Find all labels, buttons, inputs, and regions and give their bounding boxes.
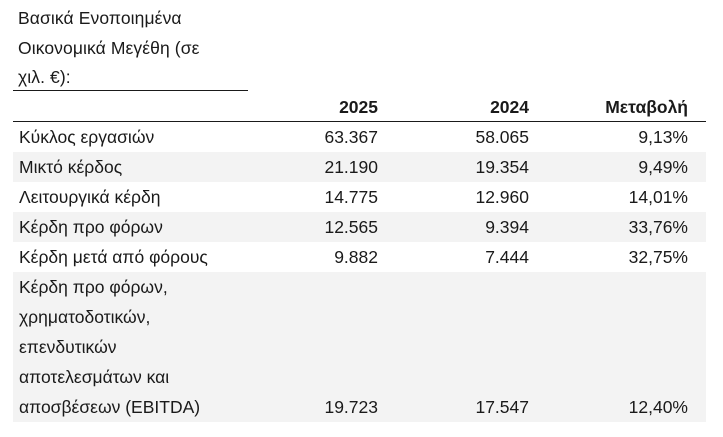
table-row-ebitda: Κέρδη προ φόρων, χρηματοδοτικών, επενδυτ… <box>13 272 706 422</box>
table-title-line: Οικονομικά Μεγέθη (σε <box>18 37 200 58</box>
header-label <box>13 94 250 122</box>
value-change: 9,49% <box>547 152 706 182</box>
value-change: 33,76% <box>547 212 706 242</box>
value-2025: 12.565 <box>250 212 396 242</box>
row-label-line: αποσβέσεων (EBITDA) <box>19 397 201 417</box>
value-change: 14,01% <box>628 187 688 207</box>
row-label: Κέρδη προ φόρων <box>13 212 250 242</box>
title-divider <box>13 90 248 91</box>
row-label-line: Κέρδη προ φόρων, <box>19 277 168 297</box>
row-label: Μικτό κέρδος <box>13 152 250 182</box>
table-title: Βασικά Ενοποιημένα Οικονομικά Μεγέθη (σε… <box>18 4 250 93</box>
value-change: 32,75% <box>628 247 688 267</box>
row-label-line: επενδυτικών <box>19 337 117 357</box>
value-change: 12,40% <box>547 272 706 422</box>
table-header-row: 2025 2024 Μεταβολή <box>13 94 706 122</box>
value-2025: 19.723 <box>250 272 396 422</box>
header-change: Μεταβολή <box>605 97 688 117</box>
financial-figures-table: 2025 2024 Μεταβολή Κύκλος εργασιών 63.36… <box>13 94 706 422</box>
value-change: 9,13% <box>638 127 688 147</box>
table-title-line: χιλ. €): <box>18 67 71 87</box>
table-row: Κέρδη προ φόρων 12.565 9.394 33,76% <box>13 212 706 242</box>
table-row: Κύκλος εργασιών 63.367 58.065 9,13% <box>13 122 706 153</box>
row-label: Κέρδη μετά από φόρους <box>19 247 208 267</box>
value-2025: 63.367 <box>324 127 378 147</box>
table-title-line: Βασικά Ενοποιημένα <box>18 8 182 28</box>
value-2024: 19.354 <box>396 152 547 182</box>
value-2024: 7.444 <box>485 247 529 267</box>
value-2025: 21.190 <box>250 152 396 182</box>
row-label-line: αποτελεσμάτων και <box>19 367 170 387</box>
table-row: Κέρδη μετά από φόρους 9.882 7.444 32,75% <box>13 242 706 272</box>
header-year-2024: 2024 <box>490 97 529 117</box>
value-2025: 14.775 <box>324 187 378 207</box>
table-row: Λειτουργικά κέρδη 14.775 12.960 14,01% <box>13 182 706 212</box>
table-row: Μικτό κέρδος 21.190 19.354 9,49% <box>13 152 706 182</box>
value-2025: 9.882 <box>334 247 378 267</box>
value-2024: 58.065 <box>475 127 529 147</box>
value-2024: 17.547 <box>396 272 547 422</box>
value-2024: 9.394 <box>396 212 547 242</box>
row-label: Λειτουργικά κέρδη <box>19 187 161 207</box>
header-year-2025: 2025 <box>339 97 378 117</box>
row-label: Κέρδη προ φόρων, χρηματοδοτικών, επενδυτ… <box>13 272 250 422</box>
value-2024: 12.960 <box>475 187 529 207</box>
row-label-line: χρηματοδοτικών, <box>19 307 151 327</box>
row-label: Κύκλος εργασιών <box>19 127 155 147</box>
